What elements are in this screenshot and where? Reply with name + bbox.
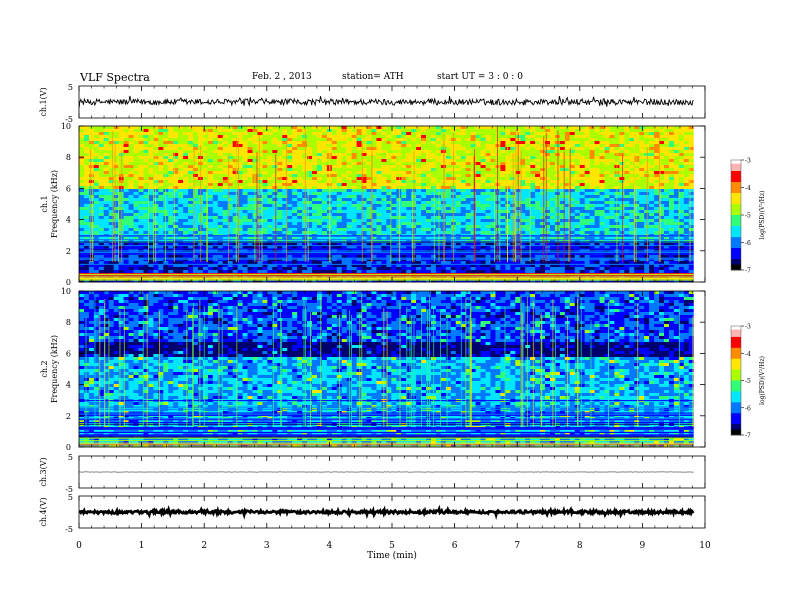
ch1-waveform-line bbox=[78, 95, 694, 108]
ch1-spectrogram-ytick: 4 bbox=[66, 216, 71, 225]
x-tick-label: 1 bbox=[139, 541, 145, 551]
x-tick-label: 4 bbox=[327, 541, 333, 551]
figure-title: VLF Spectra bbox=[80, 71, 150, 84]
ch3-waveform-ylabel: ch.3(V) bbox=[39, 457, 48, 486]
x-axis-label: Time (min) bbox=[367, 550, 417, 561]
ch1-spectrogram-ytick: 6 bbox=[66, 184, 71, 193]
colorbar-tick-label: -4 bbox=[745, 185, 751, 192]
ch1-spectrogram-colorbar bbox=[730, 159, 742, 271]
colorbar-tick-label: -3 bbox=[745, 158, 751, 165]
x-tick-label: 5 bbox=[389, 541, 395, 551]
ch4-waveform-ytick: -5 bbox=[65, 525, 73, 534]
station-label: station= ATH bbox=[342, 72, 404, 82]
ch4-waveform-ylabel: ch.4(V) bbox=[39, 497, 48, 526]
ch3-waveform-ytick: -5 bbox=[65, 485, 73, 494]
x-tick-label: 0 bbox=[76, 541, 82, 551]
ch2-spectrogram-ylabel-channel: ch.2 bbox=[40, 360, 49, 377]
x-tick-label: 6 bbox=[452, 541, 458, 551]
ch2-spectrogram-ylabel-freq: Frequency (kHz) bbox=[50, 335, 59, 403]
ch1-spectrogram-ytick: 8 bbox=[66, 153, 71, 162]
x-tick-label: 2 bbox=[201, 541, 207, 551]
x-tick-label: 10 bbox=[699, 541, 711, 551]
ch2-spectrogram-ytick: 0 bbox=[66, 443, 71, 452]
ch1-waveform-ylabel: ch.1(V) bbox=[39, 87, 48, 116]
ch2-spectrogram-colorbar-label: log(PSD)(V²/Hz) bbox=[759, 356, 766, 405]
ch2-spectrogram-cells bbox=[79, 291, 705, 448]
ch1-spectrogram-ytick: 10 bbox=[61, 122, 71, 131]
ch2-spectrogram-ytick: 4 bbox=[66, 381, 71, 390]
ch4-waveform-line bbox=[78, 504, 695, 521]
x-tick-label: 7 bbox=[514, 541, 520, 551]
ch1-spectrogram-cells bbox=[79, 126, 705, 283]
ch2-spectrogram-ytick: 10 bbox=[61, 287, 71, 296]
colorbar-tick-label: -4 bbox=[745, 351, 751, 358]
start-ut-label: start UT = 3 : 0 : 0 bbox=[437, 72, 523, 82]
ch2-spectrogram-ytick: 6 bbox=[66, 349, 71, 358]
ch1-spectrogram-ylabel-channel: ch.1 bbox=[40, 195, 49, 212]
ch1-waveform-ytick: 5 bbox=[68, 83, 73, 92]
x-tick-label: 9 bbox=[640, 541, 646, 551]
colorbar-tick-label: -3 bbox=[745, 324, 751, 331]
ch3-waveform-ytick: 5 bbox=[68, 453, 73, 462]
ch3-waveform-line bbox=[78, 471, 694, 473]
ch2-spectrogram-ytick: 8 bbox=[66, 318, 71, 327]
ch2-spectrogram-ytick: 2 bbox=[66, 412, 71, 421]
colorbar-tick-label: -5 bbox=[745, 378, 751, 385]
ch1-spectrogram-ylabel-freq: Frequency (kHz) bbox=[50, 170, 59, 238]
x-tick-label: 3 bbox=[264, 541, 270, 551]
date-label: Feb. 2 , 2013 bbox=[252, 72, 312, 82]
ch1-waveform-ytick: -5 bbox=[65, 115, 73, 124]
colorbar-tick-label: -6 bbox=[745, 405, 751, 412]
colorbar-tick-label: -7 bbox=[745, 268, 751, 275]
ch1-spectrogram-ytick: 2 bbox=[66, 247, 71, 256]
ch1-spectrogram-colorbar-label: log(PSD)(V²/Hz) bbox=[759, 191, 766, 240]
x-tick-label: 8 bbox=[577, 541, 583, 551]
colorbar-tick-label: -6 bbox=[745, 240, 751, 247]
ch1-spectrogram-ytick: 0 bbox=[66, 278, 71, 287]
colorbar-tick-label: -7 bbox=[745, 433, 751, 440]
ch4-waveform-ytick: 5 bbox=[68, 493, 73, 502]
colorbar-tick-label: -5 bbox=[745, 213, 751, 220]
ch2-spectrogram-colorbar bbox=[730, 325, 742, 436]
